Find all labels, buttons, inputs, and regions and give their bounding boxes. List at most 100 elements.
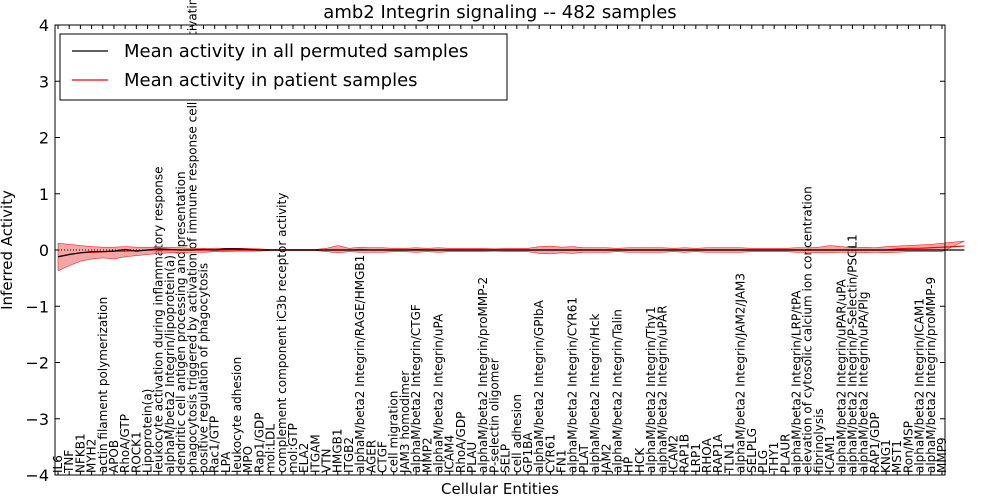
x-tick-label: Rap1/GDP [252,413,266,474]
x-tick-label: alphaM/beta2 Integrin/CTGF [409,304,423,473]
x-tick-label: P-selectin oligomer [487,358,501,473]
patient-confidence-band [57,240,965,272]
x-tick-label: phagocytosis triggered by activation of … [185,0,199,473]
x-tick-label: Ron/MSP [901,421,915,473]
x-tick-label: ROCK1 [129,431,143,473]
x-tick-label: alphaM/beta2 Integrin/JAM2/JAM3 [734,273,748,473]
x-tick-label: cell migration [387,391,401,473]
x-tick-label: APOB [107,440,121,473]
y-tick-label: 1 [39,185,49,204]
x-axis-label: Cellular Entities [441,480,559,498]
x-tick-label: RAP1A [711,433,725,473]
y-axis-label: Inferred Activity [0,190,16,310]
x-tick-label: HP [622,457,636,473]
x-tick-label: Lipoprotein(a) [141,389,155,473]
legend-frame [59,33,508,101]
x-tick-label: leukocyte activation during inflammatory… [152,166,166,473]
y-tick-label: 2 [39,129,49,148]
legend: Mean activity in all permuted samples Me… [59,33,508,101]
x-tick-label: VTN [320,448,334,473]
x-tick-label: LRP1 [689,443,703,473]
x-tick-label: RhoA/GDP [454,412,468,473]
x-tick-label: mol:LDL [264,424,278,473]
y-tick-label: 4 [39,16,49,35]
x-tick-label: TLN1 [722,442,736,474]
x-tick-label: ICAM2 [666,435,680,473]
x-tick-label: RAP1/GDP [868,412,882,473]
x-tick-label: RAP1B [678,434,692,473]
x-tick-label: leukocyte adhesion [230,357,244,473]
x-tick-label: CTGF [376,441,390,473]
x-tick-label: alphaM/beta2 Integrin/proMMP-2 [476,277,490,473]
x-tick-label: alphaM/beta2 Integrin/GPIbA [532,299,546,473]
x-tick-label: alphaM/beta2 Integrin/CYR61 [566,297,580,473]
x-tick-label: mol:GTP [286,423,300,473]
x-tick-label: elevation of cytosolic calcium ion conce… [801,186,815,473]
x-tick-label: SELP [499,444,513,473]
x-tick-label: ICAM4 [443,435,457,473]
x-tick-label: RHOA [700,437,714,473]
x-tick-label: alphaM/beta2 Integrin/ICAM1 [913,298,927,473]
x-tick-label: alphaM/beta2 Integrin/lipoprotein(a) [163,255,177,473]
y-tick-label: 3 [39,72,49,91]
axes-frame [54,24,946,476]
x-tick-label: RhoA/GTP [118,414,132,473]
x-tick-label: HCK [633,447,647,473]
x-tick-label: CYR61 [543,434,557,473]
x-tick-label: Rac1/GTP [208,416,222,473]
x-tick-label: PLAUR [778,433,792,473]
x-tick-label: AGER [364,440,378,473]
x-tick-label: ITGAM [308,434,322,473]
x-tick-label: HMGB1 [331,428,345,473]
x-tick-label: fibrinolysis [812,408,826,473]
x-tick-label: ITGB2 [342,437,356,473]
x-tick-label: THY1 [767,442,781,474]
x-tick-label: MYH2 [85,439,99,473]
x-tick-label: PLG [756,450,770,473]
x-tick-label: alphaM/beta2 Integrin/Hck [588,313,602,473]
plot-area [55,240,965,272]
y-tick-label: −2 [25,354,49,373]
x-tick-label: cell adhesion [510,394,524,473]
x-tick-label: alphaM/beta2 Integrin/Thy1 [644,306,658,473]
x-tick-label: ELA2 [297,443,311,473]
y-tick-label: −3 [25,410,49,429]
x-tick-label: alphaM/beta2 Integrin/LRP/tPA [790,290,804,473]
legend-label-patient: Mean activity in patient samples [124,70,418,91]
x-tick-label: alphaM/beta2 Integrin/RAGE/HMGB1 [353,255,367,473]
y-tick-label: 0 [39,241,49,260]
x-tick-label: MST1 [890,440,904,473]
y-tick-label: −4 [25,466,49,485]
x-tick-label: SELPLG [745,428,759,473]
x-tick-label: positive regulation of phagocytosis [196,263,210,473]
x-tick-label: ICAM1 [823,435,837,473]
x-tick-label: JAM3 homodimer [398,371,412,474]
x-tick-label: JAM2 [599,443,613,474]
x-tick-label: FN1 [555,449,569,473]
x-tick-label: alphaM/beta2 Integrin/Talin [610,309,624,473]
series-line-permuted [57,248,965,258]
x-tick-label: alphaM/beta2 Integrin/uPAR/uPA [834,278,848,473]
legend-label-permuted: Mean activity in all permuted samples [124,41,468,62]
x-tick-label: PLAT [577,444,591,473]
x-tick-label: GP1BA [521,432,535,473]
x-tick-label: alphaM/beta2 Integrin/uPA/Plg [857,292,871,473]
x-tick-label: LPA [219,451,233,473]
x-tick-label: alphaM/beta2 Integrin/P-Selectin/PSGL1 [845,234,859,473]
y-tick-label: −1 [25,297,49,316]
x-tick-label: TNF [62,450,76,474]
x-tick-label: MMP9 [935,437,949,473]
x-tick-label: MPO [241,446,255,473]
x-tick-label: alphaM/beta2 Integrin/proMMP-9 [924,277,938,473]
x-tick-label: MMP2 [420,437,434,473]
x-tick-label: alphaM/beta2 Integrin/uPA [431,313,445,473]
chart-title: amb2 Integrin signaling -- 482 samples [323,2,676,23]
x-tick-label: dendritic cell antigen processing and pr… [174,171,188,473]
y-axis-ticks: −4 −3 −2 −1 0 1 2 3 4 [25,16,945,485]
x-tick-label: PLAU [465,442,479,473]
x-tick-label: alphaM/beta2 Integrin/uPAR [655,305,669,473]
x-tick-label: KNG1 [879,439,893,473]
x-tick-label: NFKB1 [73,433,87,473]
